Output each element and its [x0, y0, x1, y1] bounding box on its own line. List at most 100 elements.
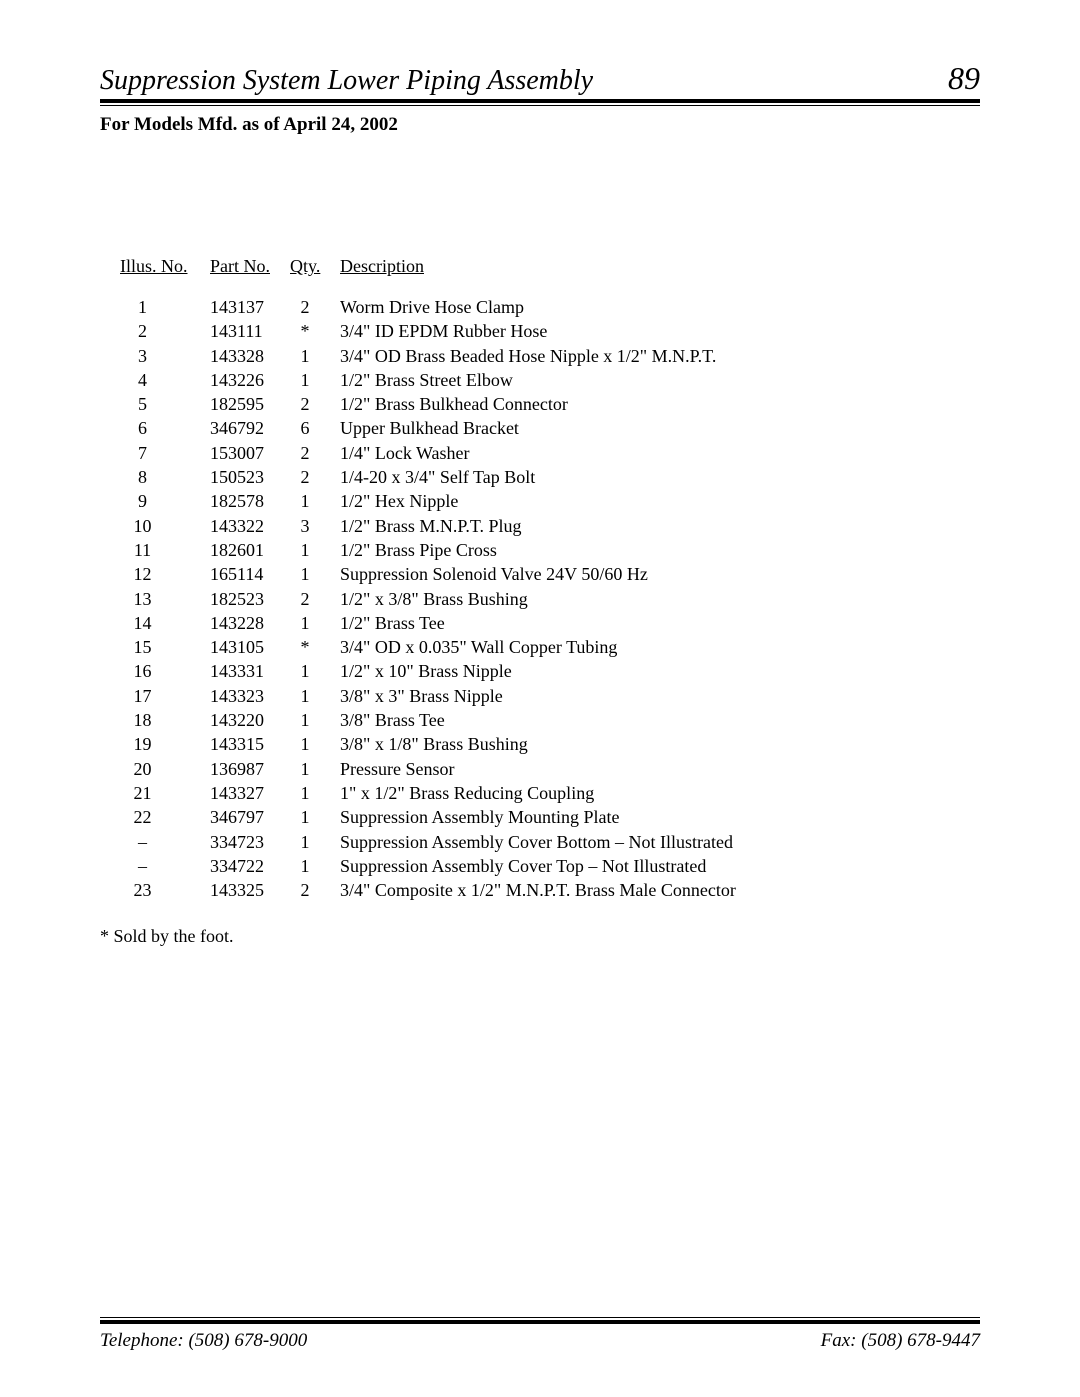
cell-desc: 3/8" x 3" Brass Nipple [340, 684, 980, 708]
cell-part: 346797 [210, 805, 290, 829]
table-row: 2114332711" x 1/2" Brass Reducing Coupli… [120, 781, 980, 805]
cell-part: 143315 [210, 732, 290, 756]
cell-part: 143331 [210, 659, 290, 683]
cell-qty: 1 [290, 611, 340, 635]
table-row: –3347231Suppression Assembly Cover Botto… [120, 830, 980, 854]
page-footer: Telephone: (508) 678-9000 Fax: (508) 678… [100, 1317, 980, 1352]
cell-part: 182578 [210, 489, 290, 513]
cell-part: 143111 [210, 319, 290, 343]
cell-qty: 1 [290, 659, 340, 683]
cell-part: 334723 [210, 830, 290, 854]
cell-desc: 1/2" x 10" Brass Nipple [340, 659, 980, 683]
table-row: 63467926Upper Bulkhead Bracket [120, 416, 980, 440]
cell-illus: – [120, 854, 210, 878]
col-header-illus: Illus. No. [120, 256, 188, 276]
cell-part: 143328 [210, 344, 290, 368]
cell-desc: 1/4-20 x 3/4" Self Tap Bolt [340, 465, 980, 489]
header-rule [100, 105, 980, 106]
cell-desc: 3/4" Composite x 1/2" M.N.P.T. Brass Mal… [340, 878, 980, 902]
cell-desc: 3/4" OD x 0.035" Wall Copper Tubing [340, 635, 980, 659]
cell-desc: Pressure Sensor [340, 757, 980, 781]
table-row: 2143111*3/4" ID EPDM Rubber Hose [120, 319, 980, 343]
table-row: 2314332523/4" Composite x 1/2" M.N.P.T. … [120, 878, 980, 902]
cell-illus: 22 [120, 805, 210, 829]
cell-qty: 1 [290, 489, 340, 513]
cell-illus: 7 [120, 441, 210, 465]
header-title: Suppression System Lower Piping Assembly [100, 65, 593, 97]
cell-part: 143322 [210, 514, 290, 538]
column-headers: Illus. No. Part No. Qty. Description [120, 256, 980, 277]
table-row: 815052321/4-20 x 3/4" Self Tap Bolt [120, 465, 980, 489]
cell-part: 334722 [210, 854, 290, 878]
cell-part: 153007 [210, 441, 290, 465]
subtitle: For Models Mfd. as of April 24, 2002 [100, 114, 980, 136]
cell-desc: 1/2" Brass Pipe Cross [340, 538, 980, 562]
cell-desc: 1/4" Lock Washer [340, 441, 980, 465]
table-row: 918257811/2" Hex Nipple [120, 489, 980, 513]
cell-part: 143137 [210, 295, 290, 319]
cell-qty: * [290, 635, 340, 659]
cell-part: 143323 [210, 684, 290, 708]
cell-desc: 1/2" Brass Bulkhead Connector [340, 392, 980, 416]
cell-qty: 1 [290, 732, 340, 756]
col-header-part: Part No. [210, 256, 270, 276]
cell-qty: 1 [290, 368, 340, 392]
cell-desc: Worm Drive Hose Clamp [340, 295, 980, 319]
cell-desc: 1/2" x 3/8" Brass Bushing [340, 587, 980, 611]
cell-illus: 18 [120, 708, 210, 732]
table-row: 223467971Suppression Assembly Mounting P… [120, 805, 980, 829]
cell-desc: 1/2" Brass Street Elbow [340, 368, 980, 392]
cell-part: 136987 [210, 757, 290, 781]
table-row: 1914331513/8" x 1/8" Brass Bushing [120, 732, 980, 756]
cell-illus: 3 [120, 344, 210, 368]
cell-desc: 3/8" x 1/8" Brass Bushing [340, 732, 980, 756]
cell-desc: 1" x 1/2" Brass Reducing Coupling [340, 781, 980, 805]
cell-illus: 1 [120, 295, 210, 319]
table-row: –3347221Suppression Assembly Cover Top –… [120, 854, 980, 878]
cell-illus: 21 [120, 781, 210, 805]
parts-table: Illus. No. Part No. Qty. Description 114… [120, 256, 980, 902]
cell-desc: Upper Bulkhead Bracket [340, 416, 980, 440]
cell-qty: 2 [290, 878, 340, 902]
cell-illus: 12 [120, 562, 210, 586]
table-row: 201369871Pressure Sensor [120, 757, 980, 781]
cell-illus: 4 [120, 368, 210, 392]
cell-part: 150523 [210, 465, 290, 489]
cell-part: 143226 [210, 368, 290, 392]
table-row: 11431372Worm Drive Hose Clamp [120, 295, 980, 319]
footer-telephone: Telephone: (508) 678-9000 [100, 1330, 307, 1352]
cell-illus: 23 [120, 878, 210, 902]
table-row: 1014332231/2" Brass M.N.P.T. Plug [120, 514, 980, 538]
page-number: 89 [948, 60, 980, 97]
col-header-qty: Qty. [290, 256, 320, 276]
cell-part: 143327 [210, 781, 290, 805]
cell-desc: 1/2" Brass Tee [340, 611, 980, 635]
footnote: * Sold by the foot. [100, 926, 980, 947]
cell-part: 182601 [210, 538, 290, 562]
cell-qty: 1 [290, 538, 340, 562]
cell-qty: 2 [290, 587, 340, 611]
cell-illus: 13 [120, 587, 210, 611]
cell-qty: 1 [290, 344, 340, 368]
cell-illus: 9 [120, 489, 210, 513]
cell-illus: 10 [120, 514, 210, 538]
cell-part: 346792 [210, 416, 290, 440]
col-header-desc: Description [340, 256, 424, 276]
cell-desc: 1/2" Hex Nipple [340, 489, 980, 513]
cell-part: 143105 [210, 635, 290, 659]
cell-illus: 17 [120, 684, 210, 708]
cell-desc: Suppression Assembly Cover Bottom – Not … [340, 830, 980, 854]
cell-illus: – [120, 830, 210, 854]
table-row: 121651141Suppression Solenoid Valve 24V … [120, 562, 980, 586]
cell-desc: Suppression Assembly Cover Top – Not Ill… [340, 854, 980, 878]
cell-desc: 3/4" OD Brass Beaded Hose Nipple x 1/2" … [340, 344, 980, 368]
cell-qty: 1 [290, 757, 340, 781]
cell-illus: 11 [120, 538, 210, 562]
cell-illus: 5 [120, 392, 210, 416]
cell-part: 143220 [210, 708, 290, 732]
footer-thin-rule [100, 1317, 980, 1318]
cell-desc: Suppression Assembly Mounting Plate [340, 805, 980, 829]
cell-qty: 1 [290, 805, 340, 829]
cell-desc: 1/2" Brass M.N.P.T. Plug [340, 514, 980, 538]
cell-qty: 1 [290, 684, 340, 708]
